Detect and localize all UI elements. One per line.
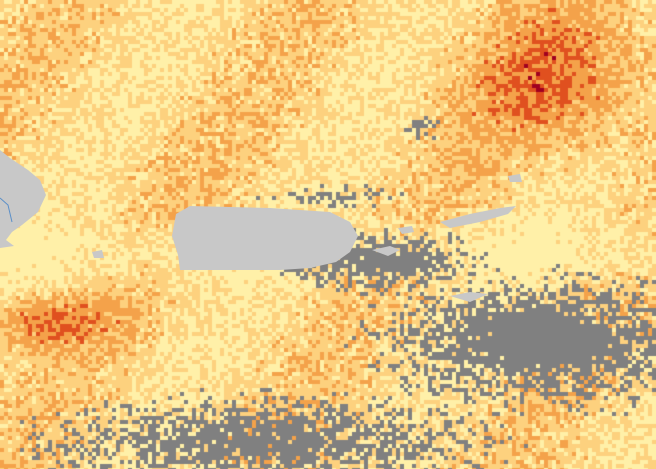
st-croix	[450, 292, 488, 302]
mona-island	[92, 250, 104, 258]
virgin-islands	[440, 206, 516, 228]
puerto-rico-landmass	[172, 206, 358, 270]
hispaniola-landmass	[0, 150, 46, 248]
culebra	[398, 226, 414, 234]
vieques	[372, 246, 400, 256]
river-line	[0, 197, 13, 223]
small-island	[508, 174, 522, 182]
